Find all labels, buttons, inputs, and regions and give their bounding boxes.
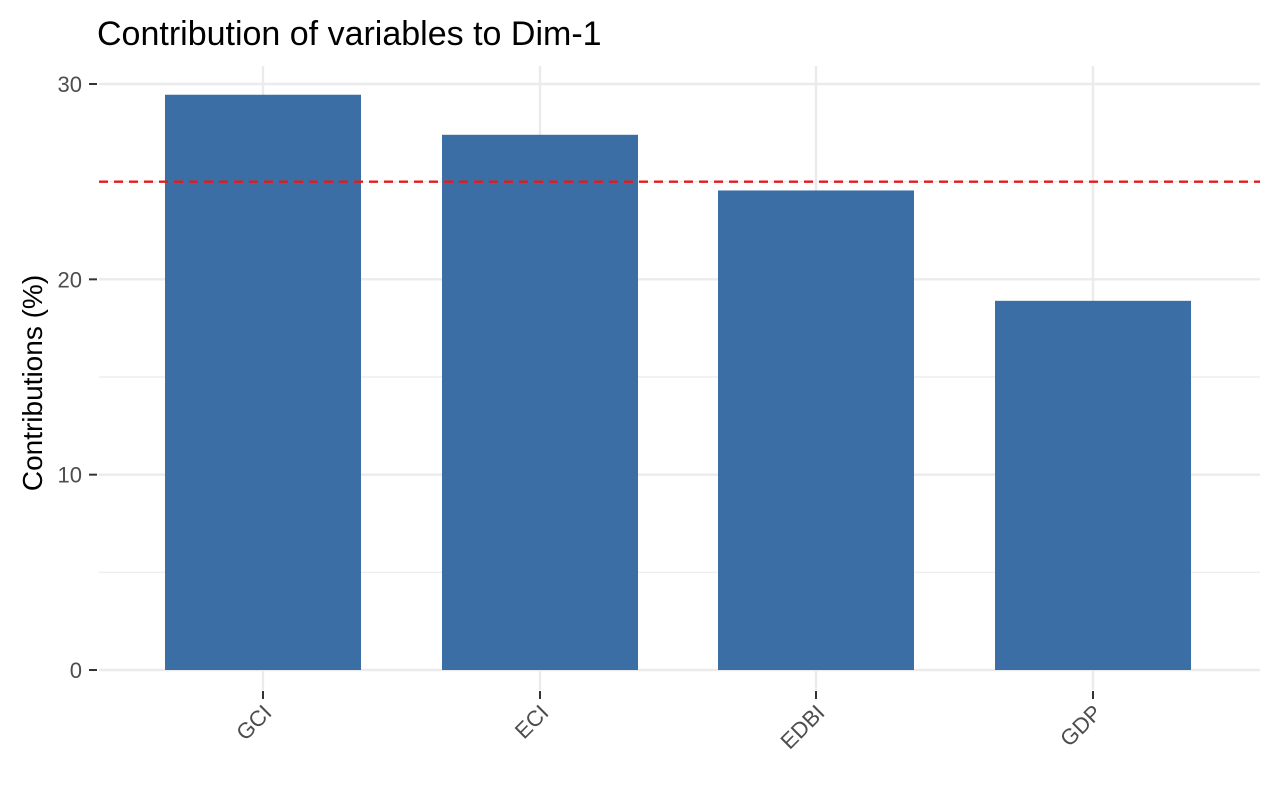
bar-eci (442, 134, 638, 670)
bar-gdp (995, 300, 1191, 670)
x-tick-label-gdp: GDP (1055, 700, 1106, 751)
bars (165, 94, 1191, 670)
y-tick-label: 10 (58, 463, 82, 488)
x-tick-label-edbi: EDBI (776, 700, 830, 754)
y-axis: 0 10 20 30 (58, 72, 97, 683)
x-axis: GCI ECI EDBI GDP (231, 691, 1107, 754)
y-tick-label: 20 (58, 267, 82, 292)
bar-gci (165, 94, 361, 670)
y-tick-label: 0 (70, 658, 82, 683)
y-tick-label: 30 (58, 72, 82, 97)
y-axis-title: Contributions (%) (17, 275, 48, 491)
x-tick-label-eci: ECI (510, 700, 554, 744)
x-tick-label-gci: GCI (231, 700, 276, 745)
bar-edbi (718, 190, 914, 670)
chart-title: Contribution of variables to Dim-1 (97, 15, 602, 53)
